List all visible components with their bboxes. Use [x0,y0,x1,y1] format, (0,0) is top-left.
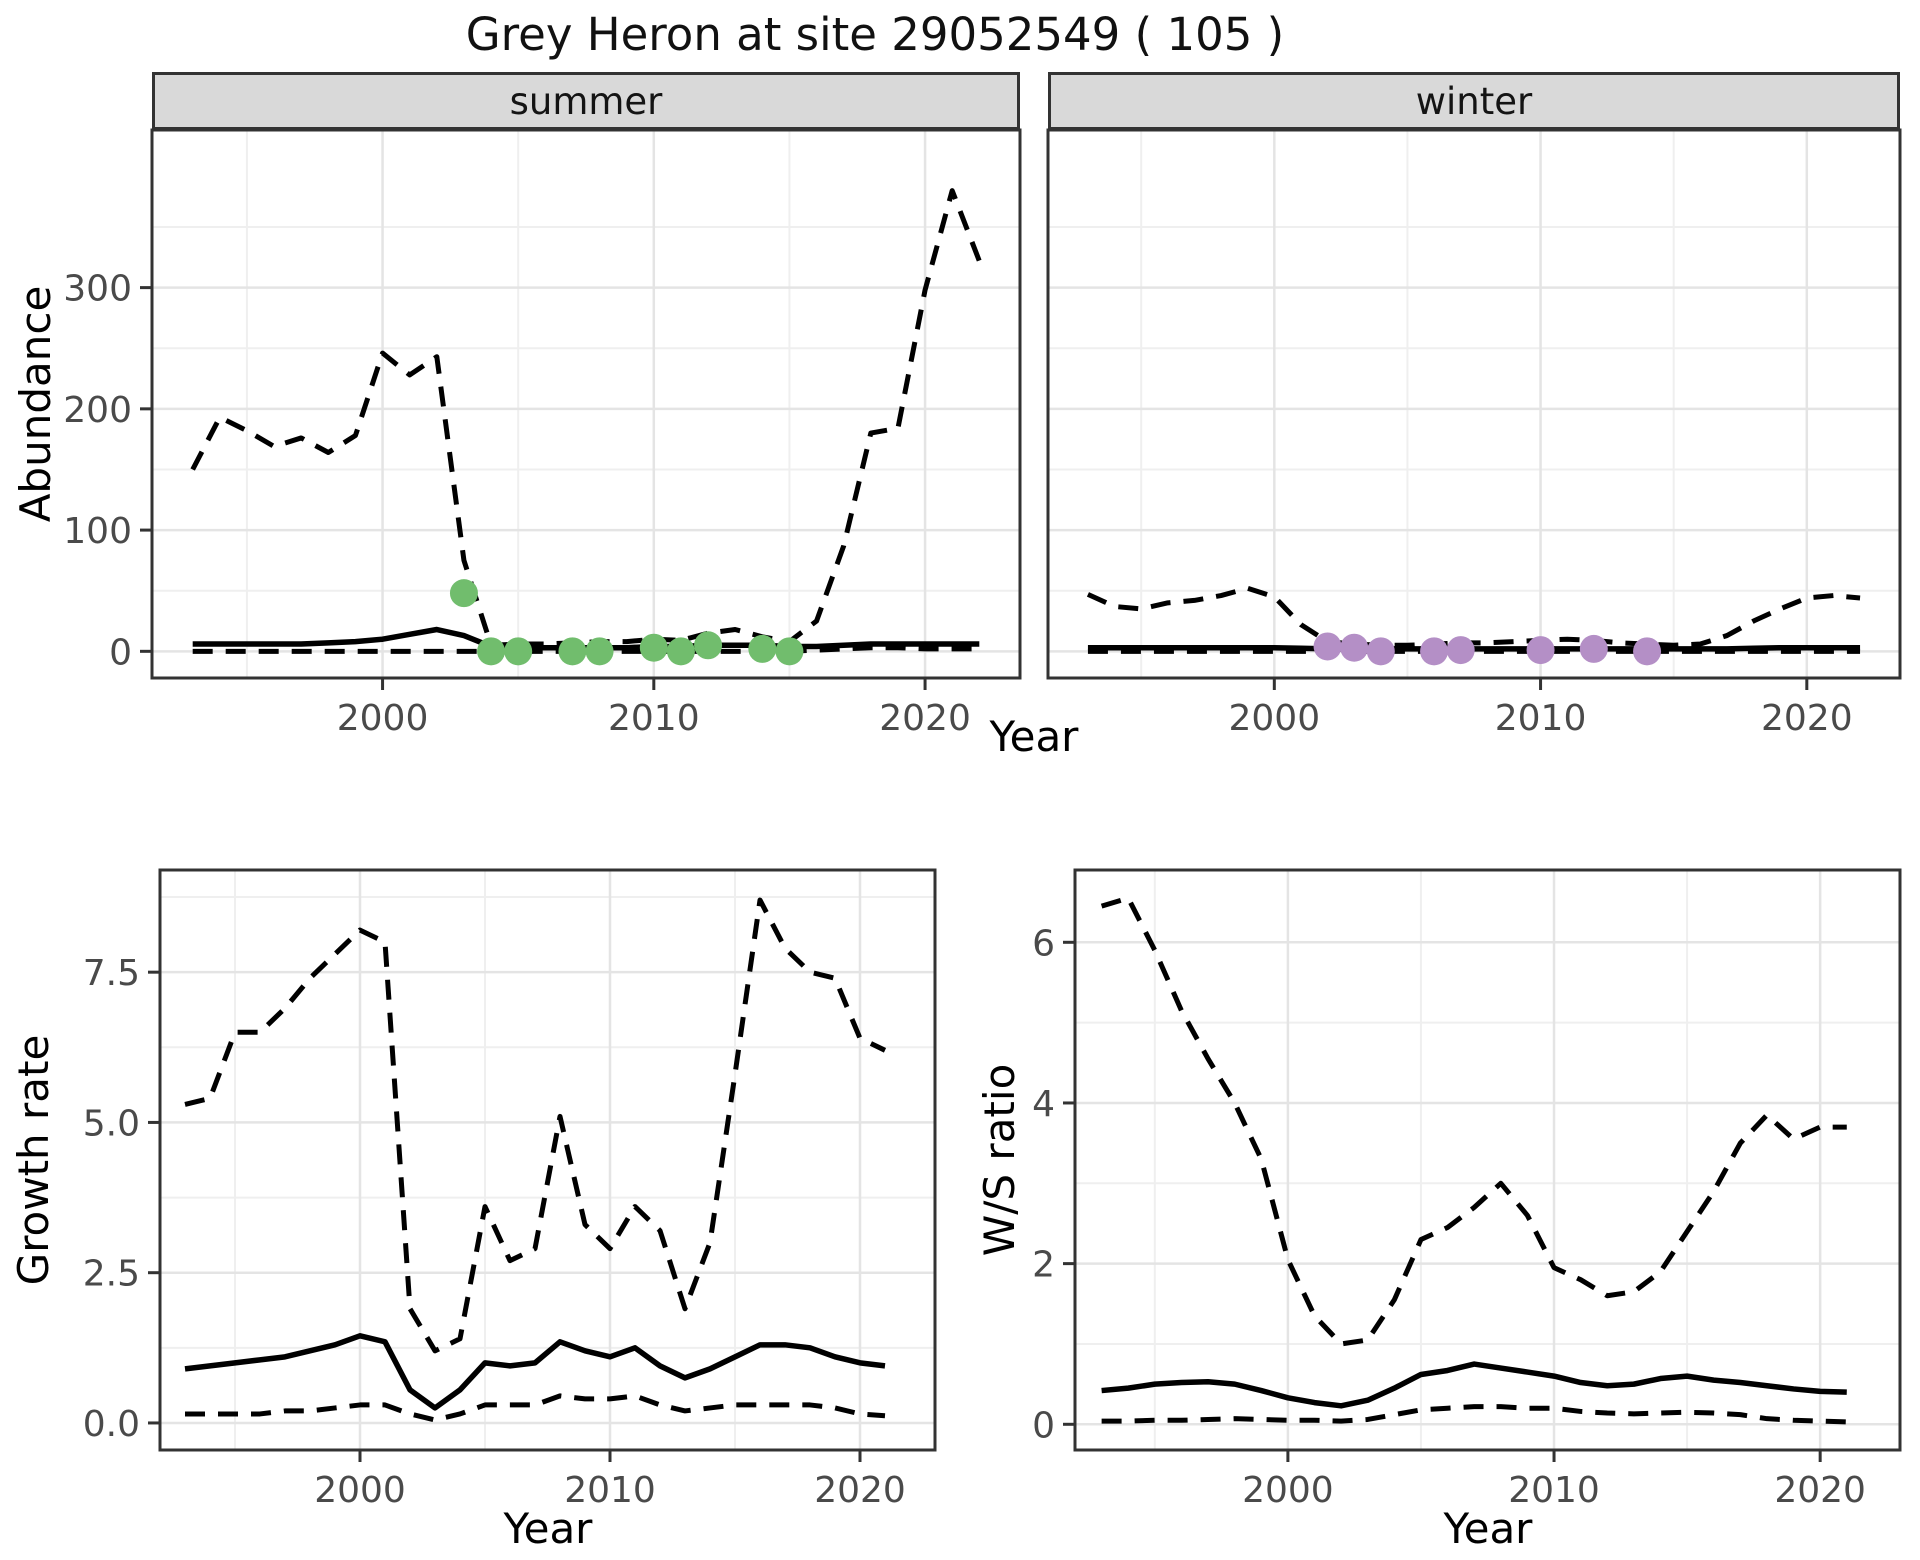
svg-text:2020: 2020 [879,698,971,739]
svg-text:200: 200 [63,390,132,431]
series-median [1101,1361,1847,1409]
svg-text:0: 0 [109,632,132,673]
observed-count-winter [1446,636,1475,665]
series-median [184,1333,886,1411]
page-title: Grey Heron at site 29052549 ( 105 ) [465,8,1285,61]
observed-count-summer [748,634,777,663]
svg-text:2010: 2010 [564,1470,656,1511]
series-lower-ci [1101,1404,1847,1425]
observed-count-summer [558,637,587,666]
series-median [192,626,980,651]
observed-count-winter [1579,634,1608,663]
svg-text:6: 6 [1032,923,1055,964]
facet-strip-summer-label: summer [509,79,663,123]
facet-strip-winter: winter [1048,72,1900,130]
panel-abundance-summer: 2000 2010 2020 0 100 200 300 [63,128,1022,739]
series-upper-ci [1086,585,1861,648]
svg-text:0: 0 [1032,1405,1055,1446]
svg-text:0.0: 0.0 [83,1404,140,1445]
svg-text:7.5: 7.5 [83,953,140,994]
observed-count-summer [477,637,506,666]
observed-count-summer [666,637,695,666]
svg-text:4: 4 [1032,1084,1055,1125]
svg-text:2.5: 2.5 [83,1254,140,1295]
x-axis-title-year-growth: Year [503,1504,593,1553]
svg-text:2010: 2010 [1508,1470,1600,1511]
svg-text:2020: 2020 [1774,1470,1866,1511]
svg-text:5.0: 5.0 [83,1103,140,1144]
svg-text:2000: 2000 [1229,698,1321,739]
series-lower-ci [185,1393,886,1423]
svg-text:2020: 2020 [1761,698,1853,739]
x-axis-title-year-top: Year [989,712,1079,761]
svg-text:2010: 2010 [608,698,700,739]
observed-count-winter [1526,636,1555,665]
x-axis-title-year-ws: Year [1443,1504,1533,1553]
observed-count-winter [1633,637,1662,666]
series-upper-ci [190,188,982,648]
observed-count-summer [585,637,614,666]
svg-text:100: 100 [63,511,132,552]
observed-count-summer [504,637,533,666]
observed-count-winter [1420,637,1449,666]
facet-strip-winter-label: winter [1415,79,1533,123]
facet-strip-summer: summer [152,72,1020,130]
svg-text:2000: 2000 [1242,1470,1334,1511]
observed-count-winter [1340,633,1369,662]
observed-count-winter [1366,637,1395,666]
svg-text:2000: 2000 [337,698,429,739]
svg-text:2020: 2020 [814,1470,906,1511]
svg-text:2010: 2010 [1495,698,1587,739]
svg-text:2: 2 [1032,1245,1055,1286]
observed-count-summer [775,637,804,666]
observed-count-summer [449,579,478,608]
panel-abundance-winter: 2000 2010 2020 [1046,128,1902,739]
y-axis-title-growth-rate: Growth rate [9,1034,58,1286]
observed-count-summer [639,633,668,662]
svg-text:300: 300 [63,269,132,310]
panel-growth-rate: 2000 2010 2020 0.0 2.5 5.0 7.5 [83,868,937,1511]
panel-ws-ratio: 2000 2010 2020 0 2 4 6 [1032,868,1902,1511]
observed-count-summer [694,631,723,660]
y-axis-title-abundance: Abundance [11,285,60,523]
series-upper-ci [184,897,887,1354]
y-axis-title-ws-ratio: W/S ratio [975,1063,1024,1257]
observed-count-winter [1313,632,1342,661]
series-upper-ci [1100,895,1847,1347]
svg-text:2000: 2000 [314,1470,406,1511]
